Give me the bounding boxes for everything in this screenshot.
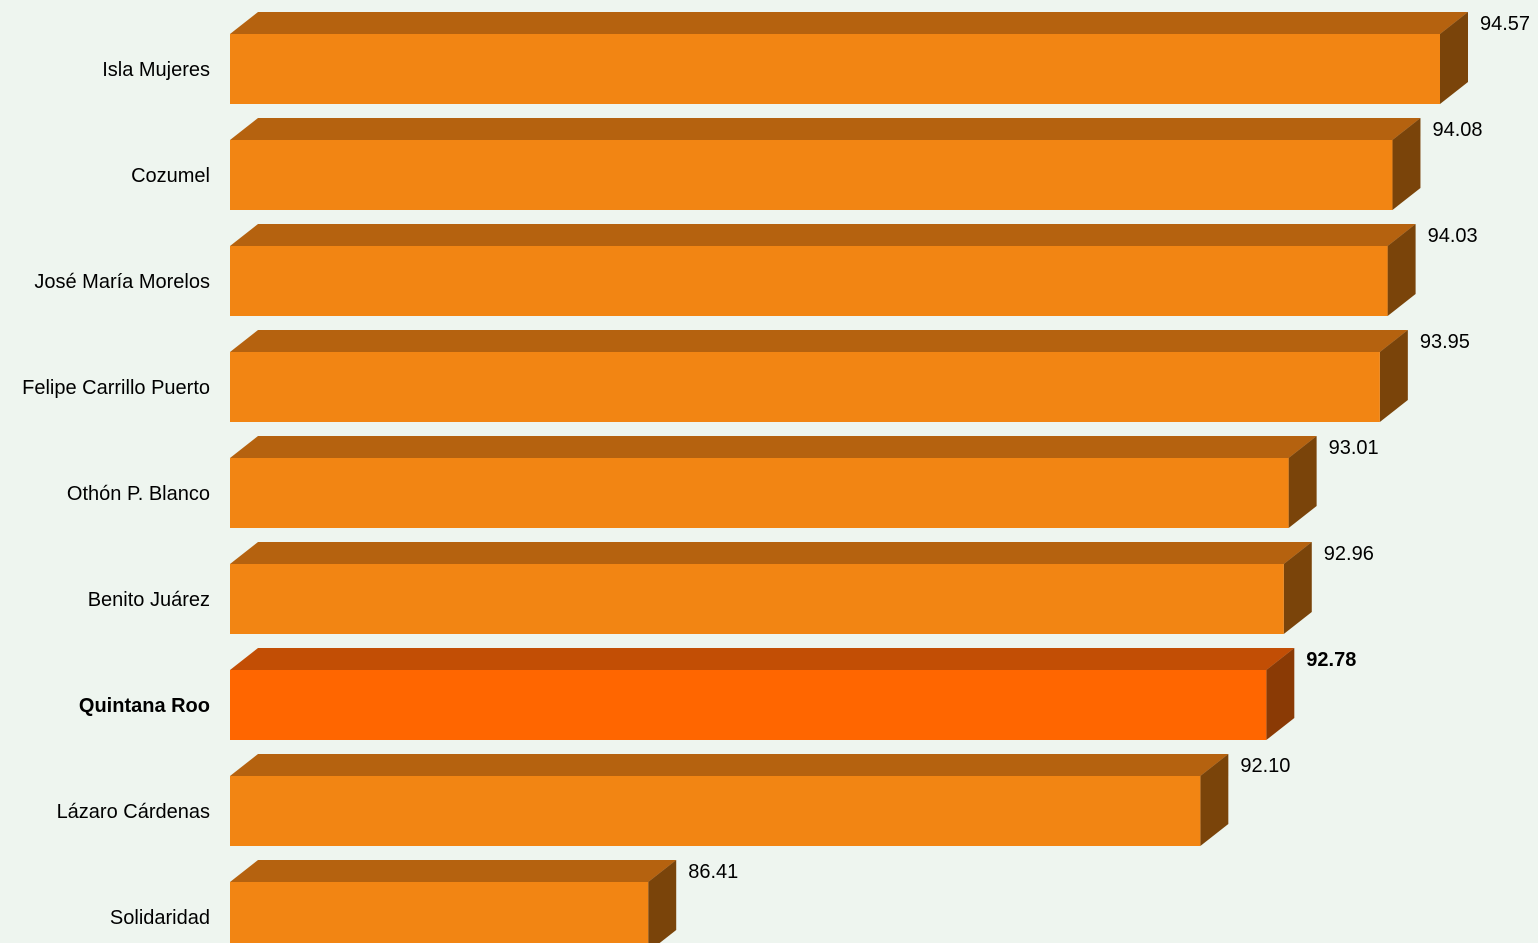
data-label: 92.78	[1306, 649, 1356, 671]
category-label: Cozumel	[131, 165, 210, 187]
bar	[230, 246, 1388, 316]
bar-side-face	[1266, 648, 1295, 740]
bar-top-face	[230, 118, 1421, 140]
bar-top-face	[230, 330, 1408, 352]
data-label: 92.10	[1240, 755, 1290, 777]
data-label: 93.95	[1420, 331, 1470, 353]
bar	[230, 140, 1393, 210]
bar-top-face	[230, 648, 1295, 670]
bar-side-face	[1379, 330, 1408, 422]
bar	[230, 670, 1267, 740]
category-label: José María Morelos	[34, 271, 210, 293]
bar-side-face	[1392, 118, 1421, 210]
bar-top-face	[230, 754, 1229, 776]
bar-top-face	[230, 224, 1416, 246]
bar-side-face	[1200, 754, 1229, 846]
data-label: 94.03	[1428, 225, 1478, 247]
category-label: Isla Mujeres	[102, 59, 210, 81]
bar-side-face	[648, 860, 677, 943]
bar-top-face	[230, 12, 1468, 34]
data-label: 94.08	[1432, 119, 1482, 141]
bar	[230, 34, 1440, 104]
data-label: 92.96	[1324, 543, 1374, 565]
category-label: Othón P. Blanco	[67, 483, 210, 505]
category-label: Felipe Carrillo Puerto	[22, 377, 210, 399]
bar	[230, 776, 1201, 846]
bar-side-face	[1440, 12, 1468, 104]
bar	[230, 458, 1289, 528]
category-label: Solidaridad	[110, 907, 210, 929]
data-label: 94.57	[1480, 13, 1530, 35]
bar-side-face	[1387, 224, 1416, 316]
bar-side-face	[1288, 436, 1317, 528]
data-label: 93.01	[1329, 437, 1379, 459]
bar	[230, 882, 649, 943]
bar	[230, 352, 1380, 422]
bar-top-face	[230, 542, 1312, 564]
category-label: Lázaro Cárdenas	[57, 801, 210, 823]
bar-side-face	[1283, 542, 1312, 634]
bar-top-face	[230, 436, 1317, 458]
bar	[230, 564, 1284, 634]
bar-top-face	[230, 860, 677, 882]
category-label: Benito Juárez	[88, 589, 210, 611]
category-label: Quintana Roo	[79, 695, 210, 717]
data-label: 86.41	[688, 861, 738, 883]
